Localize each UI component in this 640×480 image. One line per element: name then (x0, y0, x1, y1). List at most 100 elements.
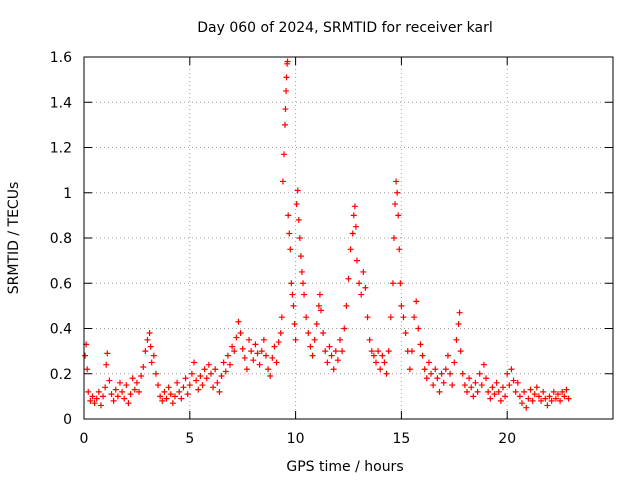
data-point (474, 388, 481, 395)
data-point (563, 386, 570, 393)
data-point (155, 382, 162, 389)
data-point (284, 58, 291, 65)
data-point (533, 384, 540, 391)
data-point (297, 253, 304, 260)
data-point (224, 352, 231, 359)
data-point (544, 402, 551, 409)
data-point (425, 359, 432, 366)
data-point (144, 336, 151, 343)
data-point (345, 275, 352, 282)
data-point (119, 388, 126, 395)
data-point (222, 368, 229, 375)
data-point (207, 370, 214, 377)
data-point (303, 314, 310, 321)
data-point (174, 379, 181, 386)
data-point (356, 280, 363, 287)
data-point (289, 291, 296, 298)
x-tick-label: 5 (185, 431, 194, 447)
data-point (127, 391, 134, 398)
data-point (398, 302, 405, 309)
data-point (542, 395, 549, 402)
data-point (197, 373, 204, 380)
data-point (527, 386, 534, 393)
data-point (106, 377, 113, 384)
data-point (360, 268, 367, 275)
data-point (389, 280, 396, 287)
data-point (506, 382, 513, 389)
data-point (485, 388, 492, 395)
data-point (442, 366, 449, 373)
data-point (364, 314, 371, 321)
data-point (444, 352, 451, 359)
data-point (315, 302, 322, 309)
data-point (489, 384, 496, 391)
data-point (377, 366, 384, 373)
data-point (316, 291, 323, 298)
data-point (438, 370, 445, 377)
data-point (516, 393, 523, 400)
data-point (461, 382, 468, 389)
data-point (343, 302, 350, 309)
data-points (82, 58, 572, 411)
data-point (400, 314, 407, 321)
data-point (449, 382, 456, 389)
data-point (220, 359, 227, 366)
data-point (326, 343, 333, 350)
data-point (453, 336, 460, 343)
data-point (252, 341, 259, 348)
data-point (508, 366, 515, 373)
data-point (358, 291, 365, 298)
data-point (502, 393, 509, 400)
data-point (140, 363, 147, 370)
data-point (434, 375, 441, 382)
data-point (440, 379, 447, 386)
data-point (176, 388, 183, 395)
data-point (188, 370, 195, 377)
data-point (546, 393, 553, 400)
data-point (396, 246, 403, 253)
data-point (218, 373, 225, 380)
data-point (390, 235, 397, 241)
data-point (283, 74, 290, 81)
data-point (146, 330, 153, 337)
data-point (161, 388, 168, 395)
y-tick-label: 1.6 (50, 50, 72, 66)
data-point (322, 348, 329, 355)
data-point (233, 334, 240, 341)
data-point (436, 388, 443, 395)
data-point (292, 336, 299, 343)
data-point (497, 397, 504, 404)
data-point (317, 307, 324, 314)
y-tick-label: 0 (63, 412, 72, 428)
data-point (550, 388, 557, 395)
data-point (535, 393, 542, 400)
data-point (108, 391, 115, 398)
data-point (275, 339, 282, 346)
data-point (191, 359, 198, 366)
data-point (385, 348, 392, 355)
data-point (229, 343, 236, 350)
data-point (510, 377, 517, 384)
data-point (476, 370, 483, 377)
data-point (554, 391, 561, 398)
data-point (313, 320, 320, 327)
data-point (557, 397, 564, 404)
data-point (214, 379, 221, 386)
grid-lines (84, 57, 613, 419)
data-point (483, 375, 490, 382)
data-point (459, 370, 466, 377)
data-point (121, 395, 128, 402)
data-point (201, 366, 208, 373)
data-point (392, 201, 399, 208)
data-point (521, 388, 528, 395)
data-point (432, 366, 439, 373)
data-point (278, 314, 285, 321)
data-point (559, 388, 566, 395)
data-point (352, 223, 359, 230)
data-point (237, 330, 244, 337)
data-point (250, 357, 257, 364)
data-point (235, 318, 242, 325)
data-point (373, 359, 380, 366)
data-point (466, 375, 473, 382)
